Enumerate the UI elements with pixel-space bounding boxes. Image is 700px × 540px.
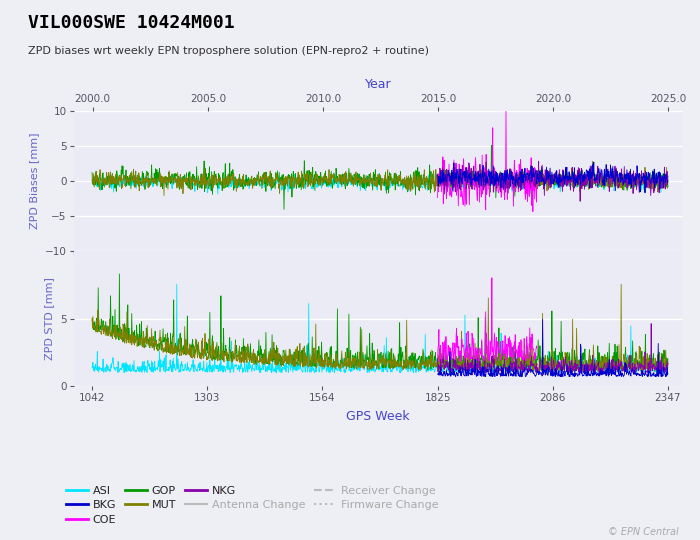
Y-axis label: ZPD Biases [mm]: ZPD Biases [mm] bbox=[29, 133, 39, 229]
X-axis label: GPS Week: GPS Week bbox=[346, 410, 410, 423]
X-axis label: Year: Year bbox=[365, 78, 391, 91]
Legend: ASI, BKG, COE, GOP, MUT, NKG, Antenna Change, Receiver Change, Firmware Change: ASI, BKG, COE, GOP, MUT, NKG, Antenna Ch… bbox=[62, 481, 443, 529]
Text: VIL000SWE 10424M001: VIL000SWE 10424M001 bbox=[28, 14, 235, 31]
Text: © EPN Central: © EPN Central bbox=[608, 527, 679, 537]
Text: ZPD biases wrt weekly EPN troposphere solution (EPN-repro2 + routine): ZPD biases wrt weekly EPN troposphere so… bbox=[28, 46, 429, 56]
Y-axis label: ZPD STD [mm]: ZPD STD [mm] bbox=[44, 277, 55, 360]
